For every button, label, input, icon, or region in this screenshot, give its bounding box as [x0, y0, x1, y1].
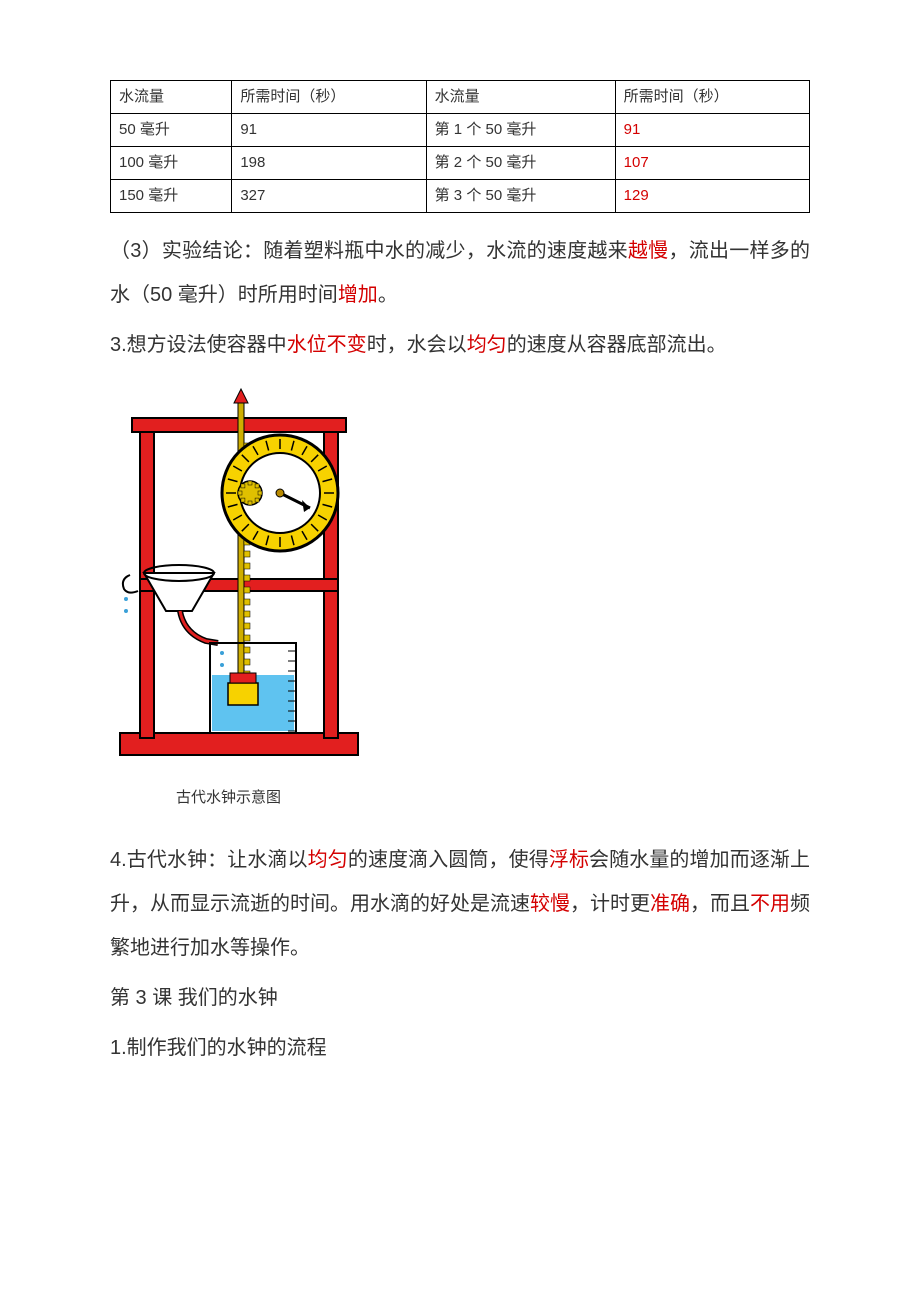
highlight: 均匀	[308, 849, 348, 871]
cell: 327	[232, 180, 426, 213]
highlight: 均匀	[467, 334, 507, 356]
point-3: 3.想方设法使容器中水位不变时，水会以均匀的速度从容器底部流出。	[110, 323, 810, 367]
highlight: 不用	[750, 893, 790, 915]
cell: 91	[232, 114, 426, 147]
highlight: 准确	[650, 893, 690, 915]
cell: 91	[615, 114, 809, 147]
th: 水流量	[426, 81, 615, 114]
cell: 第 1 个 50 毫升	[426, 114, 615, 147]
text: 的速度滴入圆筒，使得	[348, 849, 549, 871]
highlight: 浮标	[549, 849, 589, 871]
data-table: 水流量 所需时间（秒） 水流量 所需时间（秒） 50 毫升 91 第 1 个 5…	[110, 80, 810, 213]
text: ，计时更	[570, 893, 650, 915]
section-3-line1: 1.制作我们的水钟的流程	[110, 1026, 810, 1070]
table-row: 150 毫升 327 第 3 个 50 毫升 129	[111, 180, 810, 213]
text: 的速度从容器底部流出。	[507, 334, 727, 356]
text: （3）实验结论：随着塑料瓶中水的减少，水流的速度越来	[110, 240, 628, 262]
cell: 50 毫升	[111, 114, 232, 147]
text: 3.想方设法使容器中	[110, 334, 287, 356]
highlight: 越慢	[628, 240, 669, 262]
highlight: 较慢	[530, 893, 570, 915]
cell: 129	[615, 180, 809, 213]
table-row: 100 毫升 198 第 2 个 50 毫升 107	[111, 147, 810, 180]
table-header-row: 水流量 所需时间（秒） 水流量 所需时间（秒）	[111, 81, 810, 114]
cell: 100 毫升	[111, 147, 232, 180]
cell: 198	[232, 147, 426, 180]
conclusion-para: （3）实验结论：随着塑料瓶中水的减少，水流的速度越来越慢，流出一样多的水（50 …	[110, 229, 810, 317]
diagram-caption: 古代水钟示意图	[176, 787, 810, 808]
th: 水流量	[111, 81, 232, 114]
th: 所需时间（秒）	[615, 81, 809, 114]
highlight: 水位不变	[287, 334, 367, 356]
highlight: 增加	[338, 284, 378, 306]
table-row: 50 毫升 91 第 1 个 50 毫升 91	[111, 114, 810, 147]
th: 所需时间（秒）	[232, 81, 426, 114]
text: 4.古代水钟：让水滴以	[110, 849, 308, 871]
point-4: 4.古代水钟：让水滴以均匀的速度滴入圆筒，使得浮标会随水量的增加而逐渐上升，从而…	[110, 838, 810, 970]
cell: 107	[615, 147, 809, 180]
water-clock-svg	[110, 383, 368, 763]
water-clock-diagram	[110, 383, 810, 779]
cell: 第 2 个 50 毫升	[426, 147, 615, 180]
section-3-title: 第 3 课 我们的水钟	[110, 976, 810, 1020]
cell: 150 毫升	[111, 180, 232, 213]
cell: 第 3 个 50 毫升	[426, 180, 615, 213]
text: ，而且	[690, 893, 750, 915]
text: 时，水会以	[367, 334, 467, 356]
text: 。	[378, 284, 398, 306]
